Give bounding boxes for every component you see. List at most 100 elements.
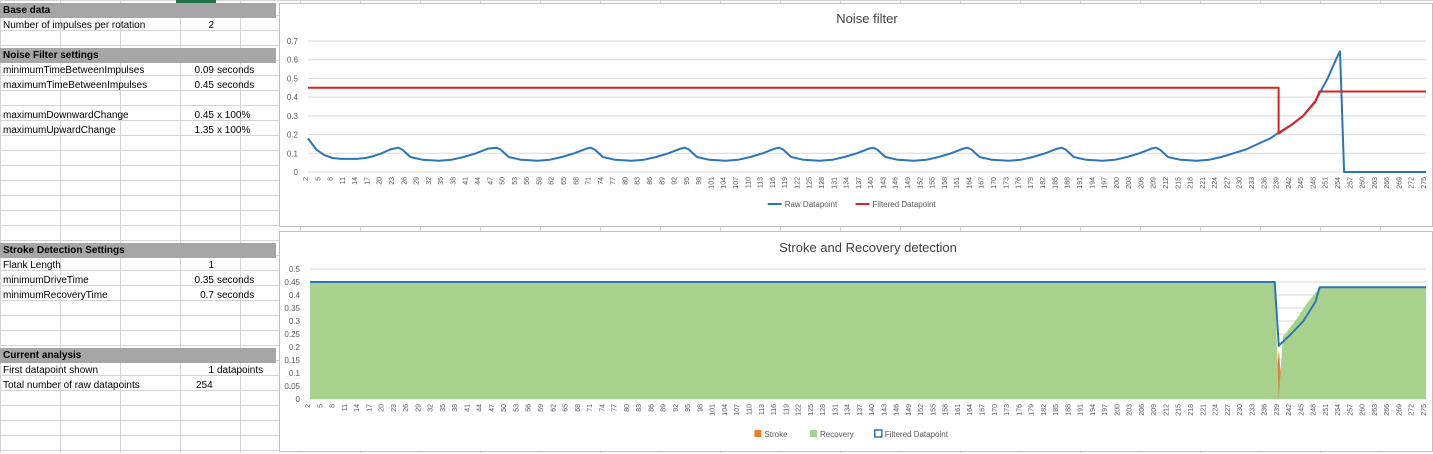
x-tick-label: 77	[612, 404, 619, 412]
total-datapoints-label: Total number of raw datapoints	[3, 380, 140, 391]
x-tick-label: 230	[1237, 404, 1244, 416]
x-tick-label: 83	[636, 404, 643, 412]
x-tick-label: 26	[401, 177, 408, 185]
x-tick-label: 161	[955, 404, 962, 416]
x-tick-label: 14	[354, 404, 361, 412]
x-tick-label: 266	[1384, 177, 1391, 189]
x-tick-label: 104	[721, 177, 728, 189]
y-tick-label: 0.6	[287, 56, 299, 65]
y-tick-label: 0.4	[287, 93, 299, 102]
x-tick-label: 95	[685, 404, 692, 412]
series-raw-datapoint-line	[307, 50, 1426, 173]
x-tick-label: 266	[1384, 404, 1391, 416]
min-recovery-unit: seconds	[217, 290, 255, 301]
min-recovery-row[interactable]: minimumRecoveryTime 0.7 seconds	[0, 288, 276, 303]
x-tick-label: 5	[315, 177, 322, 181]
x-tick-label: 20	[377, 177, 384, 185]
x-tick-label: 170	[991, 177, 998, 189]
noise-filter-header[interactable]: Noise Filter settings	[0, 48, 276, 63]
x-tick-label: 206	[1138, 177, 1145, 189]
noise-filter-chart[interactable]: Noise filter 0 0.1 0.2 0.3 0.4 0.5 0.6 0.7 2 5 8 11 1…	[279, 3, 1433, 227]
x-tick-label: 260	[1360, 404, 1367, 416]
x-tick-label: 164	[966, 177, 973, 189]
x-tick-label: 23	[391, 404, 398, 412]
x-tick-label: 224	[1213, 404, 1220, 416]
x-tick-label: 167	[980, 404, 987, 416]
x-tick-label: 191	[1078, 404, 1085, 416]
x-tick-label: 245	[1298, 404, 1305, 416]
x-tick-label: 143	[880, 177, 887, 189]
y-tick-label: 0.2	[289, 343, 301, 352]
max-down-value[interactable]: 0.45	[194, 110, 214, 121]
x-tick-label: 2	[303, 177, 310, 181]
x-tick-label: 107	[733, 177, 740, 189]
max-up-row[interactable]: maximumUpwardChange 1.35 x 100%	[0, 123, 276, 138]
max-up-value[interactable]: 1.35	[194, 125, 214, 136]
x-tick-label: 119	[782, 177, 789, 188]
x-tick-label: 173	[1003, 177, 1010, 189]
y-tick-label: 0	[294, 168, 299, 177]
min-time-value[interactable]: 0.09	[194, 65, 214, 76]
min-time-row[interactable]: minimumTimeBetweenImpulses 0.09 seconds	[0, 63, 276, 78]
x-tick-label: 203	[1127, 404, 1134, 416]
x-tick-label: 131	[831, 177, 838, 189]
max-up-unit: x 100%	[217, 125, 251, 136]
current-analysis-header-label: Current analysis	[3, 350, 82, 361]
x-tick-label: 269	[1396, 404, 1403, 416]
total-datapoints-value[interactable]: 254	[196, 380, 213, 391]
min-time-unit: seconds	[217, 65, 255, 76]
x-tick-label: 248	[1310, 177, 1317, 189]
y-tick-label: 0.25	[284, 330, 300, 339]
impulses-value[interactable]: 2	[208, 20, 214, 31]
x-tick-label: 74	[598, 177, 605, 185]
legend-item: Stroke	[754, 430, 788, 439]
min-recovery-value[interactable]: 0.7	[200, 290, 214, 301]
flank-row[interactable]: Flank Length 1	[0, 258, 276, 273]
min-drive-row[interactable]: minimumDriveTime 0.35 seconds	[0, 273, 276, 288]
stroke-recovery-chart[interactable]: Stroke and Recovery detection 0 0.05 0.1 0.1…	[279, 231, 1433, 452]
current-analysis-header[interactable]: Current analysis	[0, 348, 276, 363]
x-tick-label: 197	[1102, 177, 1109, 189]
x-tick-label: 104	[722, 404, 729, 416]
x-tick-label: 158	[943, 404, 950, 416]
x-tick-label: 134	[845, 404, 852, 416]
min-drive-value[interactable]: 0.35	[194, 275, 214, 286]
legend-label: Raw Datapoint	[785, 200, 838, 209]
x-tick-label: 155	[930, 177, 937, 189]
flank-value[interactable]: 1	[208, 260, 214, 271]
max-time-value[interactable]: 0.45	[194, 80, 214, 91]
first-datapoint-value[interactable]: 1	[208, 365, 214, 376]
stroke-detection-header[interactable]: Stroke Detection Settings	[0, 243, 276, 258]
x-tick-label: 38	[450, 177, 457, 185]
impulses-row[interactable]: Number of impulses per rotation 2	[0, 18, 276, 33]
x-tick-label: 263	[1372, 177, 1379, 189]
x-tick-label: 209	[1151, 404, 1158, 416]
x-tick-label: 41	[464, 404, 471, 412]
x-tick-label: 143	[881, 404, 888, 416]
x-tick-label: 197	[1102, 404, 1109, 416]
x-tick-label: 227	[1225, 404, 1232, 416]
base-data-header-label: Base data	[3, 5, 51, 16]
x-tick-label: 107	[734, 404, 741, 416]
flank-label: Flank Length	[3, 260, 61, 271]
x-tick-label: 149	[905, 177, 912, 189]
x-tick-label: 92	[672, 177, 679, 185]
x-tick-label: 140	[868, 177, 875, 189]
x-tick-label: 215	[1175, 177, 1182, 189]
base-data-header[interactable]: Base data	[0, 3, 276, 18]
x-tick-label: 29	[415, 404, 422, 412]
y-tick-label: 0.45	[284, 278, 300, 287]
x-tick-label: 128	[820, 404, 827, 416]
x-tick-label: 254	[1335, 404, 1342, 416]
total-datapoints-row[interactable]: Total number of raw datapoints 254	[0, 378, 276, 393]
first-datapoint-row[interactable]: First datapoint shown 1 datapoints	[0, 363, 276, 378]
x-tick-label: 59	[538, 404, 545, 412]
x-tick-label: 86	[647, 177, 654, 185]
max-time-row[interactable]: maximumTimeBetweenImpulses 0.45 seconds	[0, 78, 276, 93]
x-tick-label: 248	[1311, 404, 1318, 416]
x-tick-label: 83	[635, 177, 642, 185]
x-tick-label: 125	[807, 177, 814, 189]
min-drive-unit: seconds	[217, 275, 255, 286]
x-tick-label: 23	[389, 177, 396, 185]
max-down-row[interactable]: maximumDownwardChange 0.45 x 100%	[0, 108, 276, 123]
